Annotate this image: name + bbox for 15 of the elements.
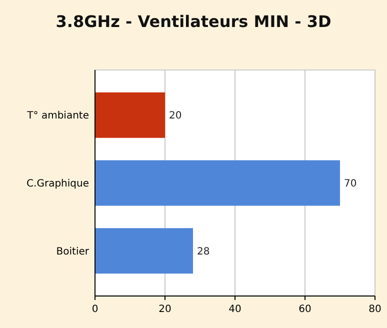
data-label: 70 bbox=[344, 178, 357, 190]
x-tick-label: 0 bbox=[92, 304, 98, 315]
bar bbox=[95, 160, 340, 206]
chart-title: 3.8GHz - Ventilateurs MIN - 3D bbox=[56, 12, 332, 31]
bar bbox=[95, 228, 193, 274]
data-label: 28 bbox=[197, 246, 210, 258]
y-tick-label: T° ambiante bbox=[26, 110, 89, 122]
y-tick-label: C.Graphique bbox=[26, 178, 89, 190]
x-tick-label: 40 bbox=[228, 304, 242, 315]
x-tick-label: 80 bbox=[368, 304, 382, 315]
y-tick-label: Boitier bbox=[56, 246, 90, 258]
x-tick-label: 20 bbox=[158, 304, 172, 315]
bar bbox=[95, 92, 165, 138]
x-tick-label: 60 bbox=[298, 304, 312, 315]
data-label: 20 bbox=[169, 110, 182, 122]
